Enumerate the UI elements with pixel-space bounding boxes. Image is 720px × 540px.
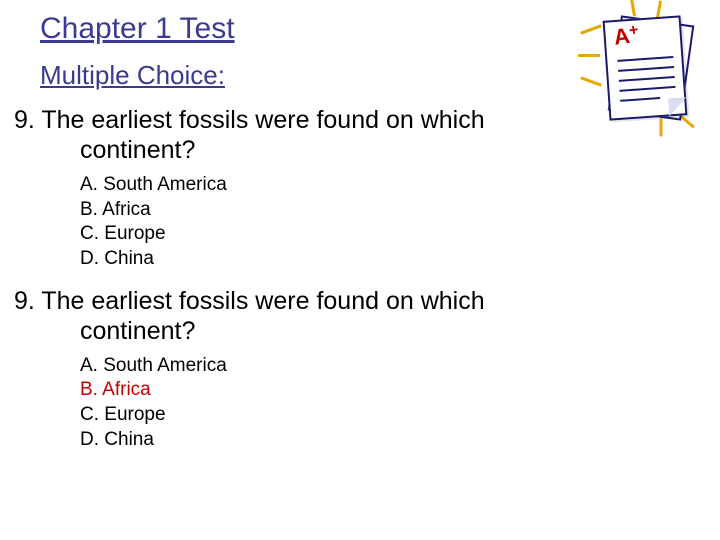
q1-option-b: B. Africa — [80, 198, 720, 223]
q2-option-c: C. Europe — [80, 403, 720, 428]
q2-option-b-answer: B. Africa — [80, 378, 720, 403]
q1-option-a: A. South America — [80, 173, 720, 198]
q1-option-d: D. China — [80, 247, 720, 272]
question-2-line2: continent? — [80, 316, 720, 346]
q1-option-c: C. Europe — [80, 222, 720, 247]
paper-front-icon: A+ — [603, 15, 688, 120]
question-1-options: A. South America B. Africa C. Europe D. … — [80, 173, 720, 272]
question-1-line2: continent? — [80, 135, 720, 165]
grade-plus: + — [628, 22, 640, 40]
q2-option-d: D. China — [80, 428, 720, 453]
question-2: 9. The earliest fossils were found on wh… — [14, 286, 720, 346]
question-2-options: A. South America B. Africa C. Europe D. … — [80, 354, 720, 453]
grade-paper-icon: A+ — [578, 8, 698, 138]
question-2-line1: 9. The earliest fossils were found on wh… — [14, 287, 485, 315]
question-1-line1: 9. The earliest fossils were found on wh… — [14, 106, 485, 134]
grade-text: A+ — [612, 22, 641, 51]
q2-option-a: A. South America — [80, 354, 720, 379]
